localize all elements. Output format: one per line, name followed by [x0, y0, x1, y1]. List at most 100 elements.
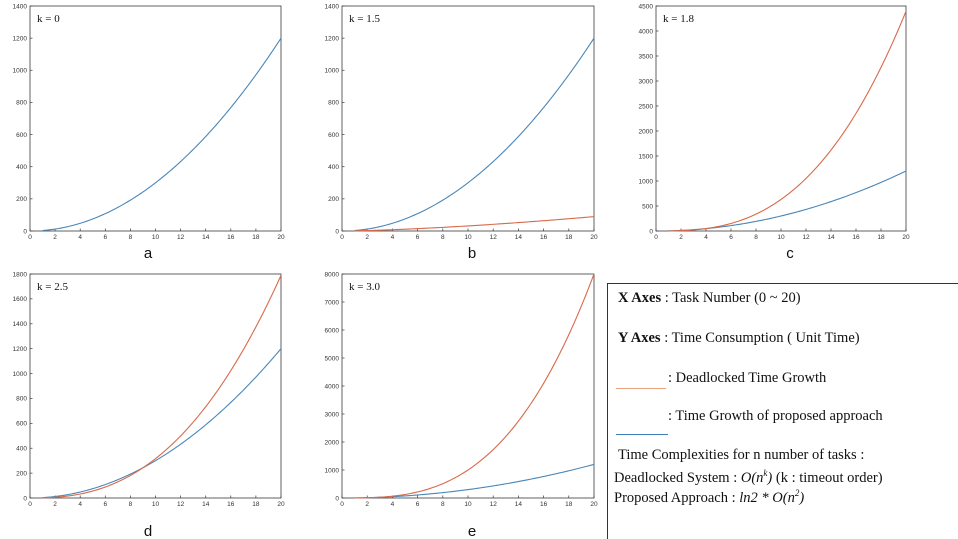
x-tick-label: 2 — [53, 234, 57, 241]
y-tick-label: 600 — [16, 421, 27, 428]
x-tick-label: 18 — [252, 234, 260, 241]
x-tick-label: 4 — [391, 234, 395, 241]
x-tick-label: 2 — [53, 501, 57, 508]
y-tick-label: 0 — [649, 228, 653, 235]
x-tick-label: 16 — [852, 234, 860, 241]
x-tick-label: 8 — [441, 501, 445, 508]
series-line-proposed — [354, 463, 595, 499]
panel-d: 0 2 4 6 8 10 12 14 16 18 2002004006008001000120014… — [13, 271, 285, 538]
x-tick-label: 6 — [416, 501, 420, 508]
x-tick-label: 8 — [754, 234, 758, 241]
x-tick-label: 0 — [28, 501, 32, 508]
y-tick-label: 3000 — [325, 411, 340, 418]
x-tick-label: 14 — [515, 501, 523, 508]
y-axes-text: : Time Consumption ( Unit Time) — [660, 330, 860, 346]
x-tick-label: 2 — [679, 234, 683, 241]
x-tick-label: 6 — [729, 234, 733, 241]
x-tick-label: 0 — [654, 234, 658, 241]
y-tick-label: 1000 — [639, 178, 654, 185]
panel-annotation: k = 1.8 — [663, 13, 694, 25]
y-tick-label: 1200 — [13, 346, 28, 353]
y-tick-label: 1600 — [13, 296, 28, 303]
panel-annotation: k = 2.5 — [37, 281, 68, 293]
y-tick-label: 600 — [328, 132, 339, 139]
series-line-deadlocked — [354, 273, 595, 499]
y-axes-description: Y Axes : Time Consumption ( Unit Time) — [618, 330, 860, 347]
y-tick-label: 200 — [328, 196, 339, 203]
proposed-swatch — [616, 434, 668, 435]
y-tick-label: 0 — [23, 228, 27, 235]
x-tick-label: 16 — [540, 234, 548, 241]
y-tick-label: 1000 — [13, 371, 28, 378]
deadlocked-legend-text: : Deadlocked Time Growth — [668, 370, 827, 386]
x-tick-label: 10 — [464, 501, 472, 508]
x-tick-label: 20 — [590, 501, 598, 508]
panel-letter: c — [786, 245, 794, 262]
x-tick-label: 14 — [202, 234, 210, 241]
x-tick-label: 18 — [252, 501, 260, 508]
proposed-prefix: Proposed Approach : — [614, 489, 740, 506]
series-line-proposed — [42, 37, 282, 232]
x-tick-label: 20 — [277, 501, 285, 508]
y-tick-label: 7000 — [325, 299, 340, 306]
y-tick-label: 2000 — [325, 439, 340, 446]
x-tick-label: 2 — [365, 234, 369, 241]
deadlocked-complexity: Deadlocked System : O(nk) (k : timeout o… — [614, 468, 883, 487]
y-tick-label: 800 — [16, 100, 27, 107]
y-tick-label: 0 — [23, 495, 27, 502]
proposed-formula: ln2 * O(n2) — [739, 488, 805, 506]
x-tick-label: 4 — [78, 234, 82, 241]
x-tick-label: 14 — [827, 234, 835, 241]
deadlocked-formula-base: O(n — [740, 469, 764, 486]
x-tick-label: 18 — [565, 234, 573, 241]
deadlocked-formula-close: ) — [767, 469, 773, 486]
panel-annotation: k = 0 — [37, 13, 60, 25]
y-tick-label: 400 — [328, 164, 339, 171]
y-tick-label: 1400 — [13, 321, 28, 328]
x-tick-label: 10 — [464, 234, 472, 241]
panel-annotation: k = 1.5 — [349, 13, 380, 25]
plot-area — [341, 5, 595, 232]
y-tick-label: 1500 — [639, 153, 654, 160]
y-tick-label: 500 — [642, 203, 653, 210]
plot-area — [29, 5, 282, 232]
series-line-proposed — [354, 37, 595, 232]
y-tick-label: 1000 — [325, 68, 340, 75]
x-tick-label: 8 — [441, 234, 445, 241]
panel-a: 0 2 4 6 8 10 12 14 16 18 2002004006008001000120014… — [13, 3, 285, 262]
x-tick-label: 14 — [202, 501, 210, 508]
y-tick-label: 1800 — [13, 271, 28, 278]
deadlocked-prefix: Deadlocked System : — [614, 469, 741, 486]
series-line-deadlocked — [354, 216, 595, 232]
x-tick-label: 0 — [340, 501, 344, 508]
complexities-heading: Time Complexities for n number of tasks … — [618, 447, 865, 463]
y-tick-label: 600 — [16, 132, 27, 139]
x-tick-label: 0 — [340, 234, 344, 241]
y-tick-label: 3000 — [639, 78, 654, 85]
x-tick-label: 10 — [152, 234, 160, 241]
proposed-formula-close: ) — [799, 489, 805, 506]
deadlocked-formula-exp: k — [763, 468, 768, 478]
y-tick-label: 0 — [335, 495, 339, 502]
y-tick-label: 800 — [328, 100, 339, 107]
y-tick-label: 1200 — [325, 35, 340, 42]
panel-c: 0 2 4 6 8 10 12 14 16 18 20 0 500 1000 1500 2000 2500 300… — [639, 3, 910, 262]
y-tick-label: 1000 — [13, 68, 28, 75]
x-tick-label: 20 — [590, 234, 598, 241]
x-axes-description: X Axes : Task Number (0 ~ 20) — [618, 290, 801, 307]
panel-letter: b — [468, 245, 476, 262]
x-tick-label: 20 — [277, 234, 285, 241]
x-tick-label: 8 — [129, 234, 133, 241]
y-tick-label: 5000 — [325, 355, 340, 362]
x-tick-label: 12 — [802, 234, 810, 241]
plot-area — [29, 273, 282, 499]
legend-box: X Axes : Task Number (0 ~ 20) Y Axes : T… — [607, 283, 958, 539]
x-axes-label: X Axes — [618, 290, 662, 306]
x-tick-label: 4 — [391, 501, 395, 508]
y-tick-label: 8000 — [325, 271, 340, 278]
y-tick-label: 2500 — [639, 103, 654, 110]
x-tick-label: 20 — [902, 234, 910, 241]
series-line-deadlocked — [668, 11, 907, 232]
x-tick-label: 2 — [365, 501, 369, 508]
